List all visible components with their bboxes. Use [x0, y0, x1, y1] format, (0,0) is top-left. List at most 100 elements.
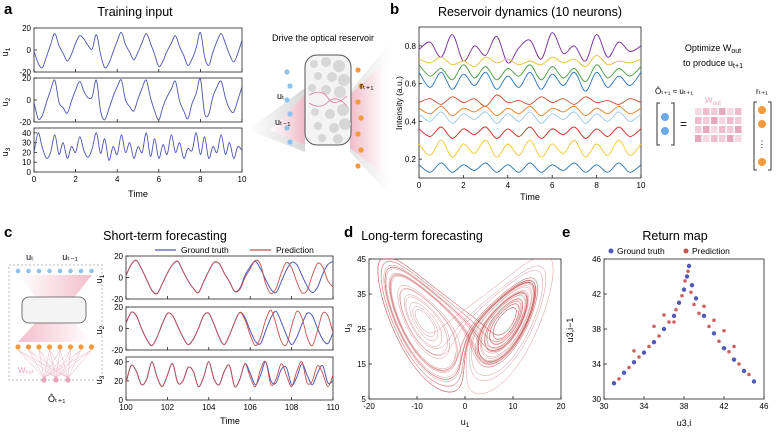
prediction-point [662, 313, 666, 317]
plot-frame [125, 306, 334, 351]
plot-frame [33, 27, 243, 73]
x-tick-label: -10 [411, 402, 423, 411]
y-axis-label-u1: u1 [94, 274, 106, 283]
schem-reservoir-node [36, 344, 42, 350]
ground-truth-point [689, 283, 695, 288]
schem-reservoir-node [46, 344, 53, 350]
legend-ground-truth: Ground truth [617, 246, 665, 256]
bracket [671, 102, 675, 146]
scatterer [329, 123, 339, 133]
matrix-cell [719, 117, 726, 124]
bracket [656, 102, 660, 146]
ellipsis: ⋮ [758, 139, 767, 149]
x-tick-label: 30 [600, 402, 609, 411]
prediction-point [737, 362, 741, 366]
schem-input-node [26, 268, 31, 274]
schem-reservoir-node [15, 344, 21, 350]
panel-c-legend: Ground truth Prediction [155, 245, 314, 255]
x-tick-label: 4 [115, 175, 120, 184]
ground-truth-point [641, 350, 647, 355]
reservoir-neuron-line [418, 32, 642, 64]
prediction-point [707, 324, 711, 329]
ground-truth-point [721, 346, 727, 351]
schem-ut: uₜ [26, 252, 34, 262]
ground-truth-line [125, 310, 334, 347]
matrix-cell [727, 126, 734, 133]
input-node [284, 69, 290, 75]
scatterer [311, 108, 319, 116]
schem-input-node [15, 268, 21, 274]
x-tick-label: 0 [32, 175, 37, 184]
panel-letter-c: c [4, 224, 12, 241]
prediction-point [683, 279, 687, 283]
legend-marker-ground-truth [608, 248, 614, 254]
matrix-cell [695, 108, 702, 115]
scatterer [314, 72, 322, 80]
y-axis-label-u1: u1 [0, 47, 12, 56]
y-tick-label: 10 [22, 158, 31, 167]
schem-reservoir-node [57, 344, 63, 350]
schem-output-node [65, 377, 71, 383]
x-tick-label: 2 [461, 181, 466, 190]
matrix-cell [711, 135, 718, 142]
series-line-u3 [33, 132, 243, 161]
y-tick-label: 46 [592, 255, 601, 264]
x-tick-label: 2 [73, 175, 78, 184]
schem-weight [28, 349, 45, 379]
prediction-point [732, 344, 736, 349]
panel-b-x-label: Time [520, 192, 540, 202]
schem-weight [43, 349, 92, 379]
ground-truth-point [651, 339, 657, 345]
y-tick-label: 34 [592, 360, 601, 369]
y-tick-label: 20 [114, 377, 123, 386]
scatterer [333, 60, 345, 72]
schem-weight [55, 349, 92, 379]
ground-truth-point [671, 313, 677, 319]
schem-weight [67, 349, 92, 379]
scatterer [318, 134, 326, 142]
schem-input-node [47, 268, 52, 274]
matrix-cell [703, 108, 710, 115]
matrix-cell [719, 108, 726, 115]
ground-truth-point [701, 313, 707, 319]
matrix-cell [703, 126, 710, 133]
scatterer [339, 118, 351, 130]
x-tick-label: 10 [509, 402, 518, 411]
prediction-line [125, 259, 334, 295]
x-tick-label: 108 [285, 403, 299, 412]
prediction-point [697, 311, 701, 316]
prediction-point [689, 290, 693, 295]
scatterer [333, 134, 343, 144]
ground-truth-point [731, 357, 737, 362]
prediction-point [632, 349, 636, 353]
x-tick-label: 110 [327, 403, 340, 412]
x-tick-label: 38 [680, 402, 689, 411]
input-node [284, 125, 290, 131]
schem-weight [17, 349, 69, 379]
x-tick-label: 6 [157, 175, 162, 184]
legend-prediction: Prediction [692, 246, 730, 256]
y-tick-label: 0.6 [405, 80, 417, 89]
schem-weight [43, 349, 50, 379]
y-tick-label: 38 [592, 325, 601, 334]
y-axis-label-u3: u3 [0, 147, 12, 156]
ground-truth-point [681, 287, 687, 292]
prediction-point [627, 365, 631, 370]
scatterer [321, 85, 331, 95]
x-tick-label: 106 [244, 403, 258, 412]
y-tick-label: 5 [362, 395, 367, 404]
matrix-cell [695, 126, 702, 133]
wout-optimization-schematic: Optimize Wout to produce ut+1 Ôₜ₊₁ ≈ uₜ₊… [655, 43, 772, 171]
schem-weight [59, 349, 69, 379]
panel-c-subplot-u3: 0 20 40 100 102 104 106 108 110 u3 [94, 356, 340, 412]
output-node [358, 147, 364, 153]
y-axis-label-u2: u2 [0, 97, 12, 106]
reservoir-neuron-line [418, 71, 642, 92]
ground-truth-point [684, 274, 690, 279]
y-tick-label: 15 [357, 360, 366, 369]
output-beam-pink [350, 62, 385, 175]
opt-line2: to produce ut+1 [683, 58, 743, 70]
label-r: rₜ₊₁ [360, 81, 373, 91]
schem-input-node [36, 268, 42, 274]
